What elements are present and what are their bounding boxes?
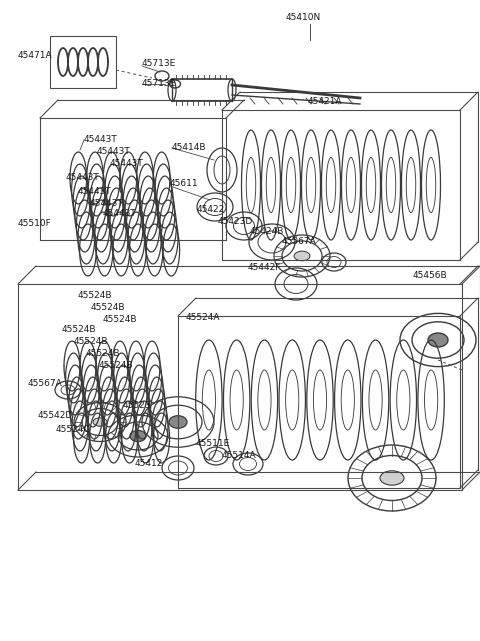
Text: 45443T: 45443T — [66, 174, 100, 183]
Text: 45524B: 45524B — [62, 326, 96, 335]
Ellipse shape — [294, 251, 310, 261]
Text: 45523: 45523 — [123, 401, 152, 410]
Text: 45422: 45422 — [197, 206, 225, 215]
Text: 45443T: 45443T — [110, 160, 144, 169]
Ellipse shape — [130, 430, 146, 442]
Text: 45524B: 45524B — [99, 362, 133, 370]
Text: 45424B: 45424B — [250, 228, 284, 237]
Ellipse shape — [380, 470, 404, 485]
Text: 45713E: 45713E — [142, 60, 176, 69]
Text: 45443T: 45443T — [103, 210, 137, 219]
Text: 45567A: 45567A — [282, 238, 317, 247]
Text: 45510F: 45510F — [18, 219, 52, 228]
Ellipse shape — [169, 416, 187, 428]
Text: 45567A: 45567A — [28, 379, 63, 388]
Bar — [50, 36, 116, 88]
Text: 45471A: 45471A — [18, 51, 53, 60]
Text: 45456B: 45456B — [413, 272, 448, 281]
Text: 45524B: 45524B — [103, 315, 137, 324]
Text: 45524B: 45524B — [78, 292, 112, 301]
Text: 45524A: 45524A — [186, 313, 220, 322]
Text: 45713E: 45713E — [142, 79, 176, 88]
Text: 45524B: 45524B — [91, 303, 125, 313]
Text: 45524C: 45524C — [56, 426, 91, 435]
Text: 45611: 45611 — [170, 178, 199, 188]
Text: 45443T: 45443T — [97, 147, 131, 156]
Text: 45524B: 45524B — [86, 349, 120, 358]
Text: 45443T: 45443T — [84, 135, 118, 144]
Ellipse shape — [428, 333, 448, 347]
Text: 45410N: 45410N — [286, 13, 321, 22]
Text: 45421A: 45421A — [308, 97, 343, 106]
Text: 45443T: 45443T — [90, 199, 124, 208]
Text: 45443T: 45443T — [78, 187, 112, 196]
Text: 45412: 45412 — [135, 460, 163, 469]
Text: 45511E: 45511E — [196, 440, 230, 449]
Ellipse shape — [93, 418, 107, 426]
Text: 45442F: 45442F — [248, 263, 281, 272]
Text: 45423D: 45423D — [218, 217, 253, 226]
Text: 45542D: 45542D — [38, 412, 73, 420]
Text: 45414B: 45414B — [172, 144, 206, 153]
Text: 45514A: 45514A — [222, 451, 257, 460]
Text: 45524B: 45524B — [74, 338, 108, 347]
